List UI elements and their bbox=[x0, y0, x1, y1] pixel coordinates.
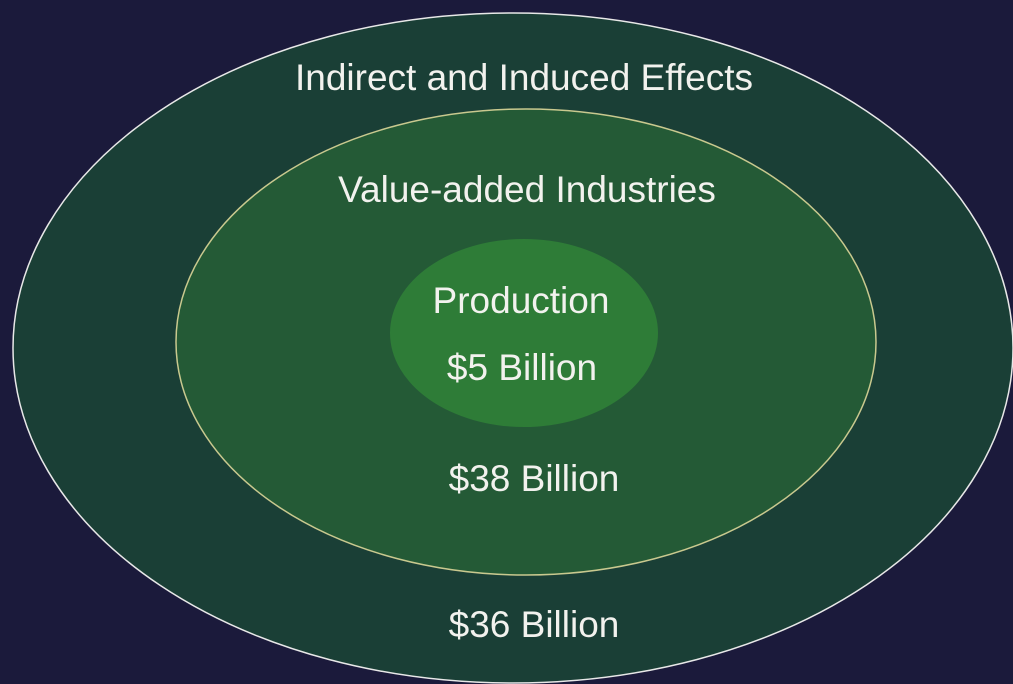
ring-value: $38 Billion bbox=[449, 458, 620, 499]
ring-label: Value-added Industries bbox=[338, 169, 716, 210]
ring-label: Production bbox=[433, 280, 610, 321]
ring-label: Indirect and Induced Effects bbox=[295, 57, 753, 98]
ring-value: $5 Billion bbox=[447, 347, 597, 388]
inner-ring bbox=[390, 239, 658, 427]
ring-value: $36 Billion bbox=[449, 604, 620, 645]
